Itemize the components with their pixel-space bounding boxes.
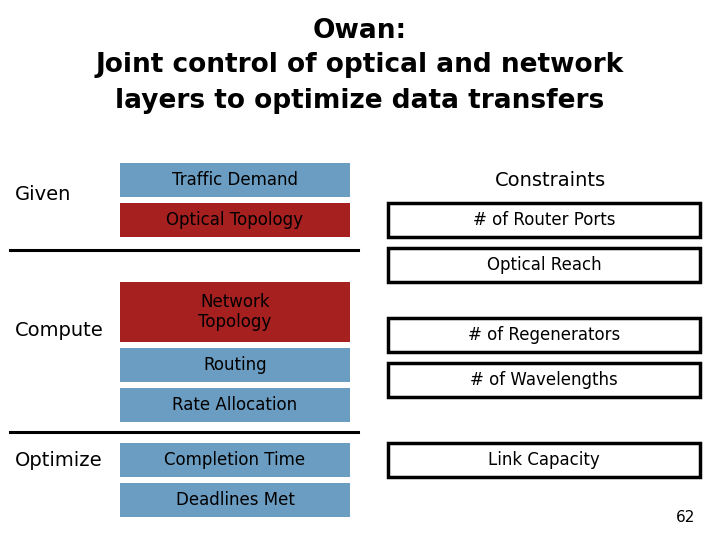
- Text: Rate Allocation: Rate Allocation: [172, 396, 297, 414]
- Text: Joint control of optical and network: Joint control of optical and network: [96, 52, 624, 78]
- Text: Compute: Compute: [15, 321, 104, 340]
- Bar: [120, 443, 350, 477]
- Text: Optical Reach: Optical Reach: [487, 256, 601, 274]
- Text: Given: Given: [15, 186, 71, 205]
- Text: # of Router Ports: # of Router Ports: [473, 211, 616, 229]
- Text: Completion Time: Completion Time: [164, 451, 305, 469]
- Text: Routing: Routing: [203, 356, 267, 374]
- Text: Network
Topology: Network Topology: [199, 293, 271, 332]
- Text: Optimize: Optimize: [15, 450, 103, 469]
- Bar: [120, 282, 350, 342]
- Bar: [120, 163, 350, 197]
- Text: Link Capacity: Link Capacity: [488, 451, 600, 469]
- Bar: [120, 483, 350, 517]
- Text: # of Regenerators: # of Regenerators: [468, 326, 620, 344]
- Text: Owan:: Owan:: [313, 18, 407, 44]
- Text: Deadlines Met: Deadlines Met: [176, 491, 294, 509]
- Bar: [120, 203, 350, 237]
- Text: Traffic Demand: Traffic Demand: [172, 171, 298, 189]
- Bar: [388, 203, 700, 237]
- Text: Constraints: Constraints: [495, 171, 606, 190]
- Bar: [388, 318, 700, 352]
- Bar: [120, 348, 350, 382]
- Text: layers to optimize data transfers: layers to optimize data transfers: [115, 88, 605, 114]
- Text: # of Wavelengths: # of Wavelengths: [470, 371, 618, 389]
- Bar: [120, 388, 350, 422]
- Bar: [388, 248, 700, 282]
- Text: Optical Topology: Optical Topology: [166, 211, 304, 229]
- Bar: [388, 363, 700, 397]
- Bar: [388, 443, 700, 477]
- Text: 62: 62: [675, 510, 695, 525]
